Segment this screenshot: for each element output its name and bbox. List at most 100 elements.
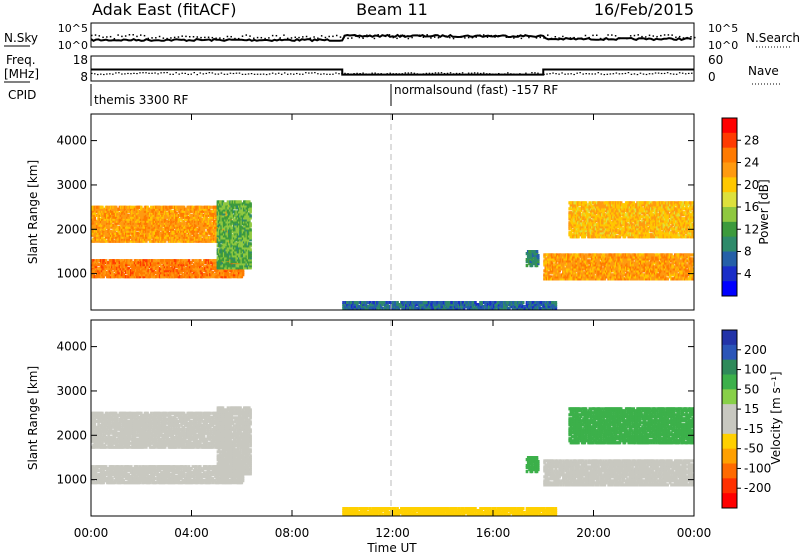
nave-dot xyxy=(666,72,669,74)
power-cell xyxy=(662,257,666,261)
nave-dot xyxy=(467,72,470,74)
power-cell xyxy=(234,222,237,226)
nsearch-dot xyxy=(121,35,123,38)
power-cell xyxy=(200,261,203,265)
nave-dot xyxy=(458,72,461,75)
power-cell xyxy=(629,271,633,275)
power-cell xyxy=(658,271,662,275)
power-cell xyxy=(249,248,252,252)
nsearch-dot xyxy=(652,35,655,37)
power-cell xyxy=(249,262,252,266)
power-cell xyxy=(143,269,147,273)
power-cell xyxy=(119,209,123,213)
power-cell xyxy=(685,275,688,279)
power-cell xyxy=(593,265,597,269)
power-cell xyxy=(230,258,234,262)
power-cell xyxy=(111,273,114,277)
power-cell xyxy=(648,275,652,279)
power-cell xyxy=(167,231,171,235)
nave-dot xyxy=(244,73,247,75)
power-cell xyxy=(611,277,614,281)
nsearch-dot xyxy=(675,36,677,39)
power-cell xyxy=(210,237,213,241)
power-cell xyxy=(124,211,128,215)
power-cell xyxy=(249,206,252,210)
power-cell xyxy=(603,259,607,263)
power-cell xyxy=(160,211,163,215)
nave-dot xyxy=(208,72,211,74)
nave-dot xyxy=(214,73,217,75)
power-cell xyxy=(230,228,234,232)
power-cell xyxy=(104,259,108,263)
power-cell xyxy=(687,255,691,259)
power-cell xyxy=(123,227,127,231)
power-cell xyxy=(109,235,113,239)
power-cell xyxy=(168,211,172,215)
power-cell xyxy=(199,263,202,267)
power-cell xyxy=(166,211,169,215)
nave-dot xyxy=(368,73,370,75)
power-cell xyxy=(692,275,694,279)
nsearch-dot xyxy=(204,36,206,39)
nave-dot xyxy=(380,73,382,75)
power-cell xyxy=(137,231,141,235)
power-cell xyxy=(575,255,579,259)
nsearch-dot xyxy=(109,35,112,38)
power-cell xyxy=(530,263,534,268)
power-cell xyxy=(214,265,217,269)
nave-dot xyxy=(519,73,521,75)
nave-dot xyxy=(464,73,467,75)
power-cell xyxy=(93,235,97,239)
nsearch-dot xyxy=(671,34,673,36)
power-cell xyxy=(225,204,229,208)
power-cell xyxy=(226,258,230,262)
nsearch-dot xyxy=(286,37,289,40)
nsearch-dot xyxy=(516,34,519,37)
nave-dot xyxy=(603,73,606,76)
power-cell xyxy=(165,271,168,275)
power-cell xyxy=(596,263,599,267)
power-cell xyxy=(199,265,202,269)
power-cell xyxy=(545,269,549,273)
power-cell xyxy=(212,233,216,237)
power-cell xyxy=(153,261,157,265)
nave-dot xyxy=(678,72,681,74)
power-cell xyxy=(685,263,688,267)
nave-dot xyxy=(335,72,337,74)
power-cell xyxy=(241,271,245,275)
nave-dot xyxy=(323,73,325,75)
power-cell xyxy=(145,237,148,241)
power-cell xyxy=(588,253,592,257)
nsearch-dot xyxy=(328,35,330,38)
power-cell xyxy=(150,207,153,211)
power-cell xyxy=(163,239,167,243)
power-cell xyxy=(145,235,148,239)
power-cell xyxy=(607,257,610,261)
power-cell xyxy=(249,216,252,220)
power-cell xyxy=(648,261,652,265)
power-cell xyxy=(190,267,193,271)
nsearch-dot xyxy=(426,34,428,36)
nave-dot xyxy=(91,72,93,74)
power-cell xyxy=(137,267,141,271)
nave-dot xyxy=(428,72,431,74)
power-cell xyxy=(219,228,222,232)
power-cell xyxy=(530,258,534,262)
power-cell xyxy=(235,202,239,206)
power-cell xyxy=(150,219,153,223)
power-cell xyxy=(219,260,222,264)
power-cell xyxy=(230,226,234,230)
nsearch-dot xyxy=(264,37,266,40)
nave-dot xyxy=(657,72,660,74)
power-cell xyxy=(552,257,555,261)
power-cell xyxy=(205,217,208,221)
power-cell xyxy=(196,265,200,269)
power-cell xyxy=(103,219,107,223)
power-cell xyxy=(681,273,685,277)
nsearch-dot xyxy=(139,34,142,36)
power-cell xyxy=(680,253,683,257)
power-cell xyxy=(129,215,133,219)
power-cell xyxy=(205,235,208,239)
power-cell xyxy=(604,275,608,279)
power-cell xyxy=(588,275,592,279)
